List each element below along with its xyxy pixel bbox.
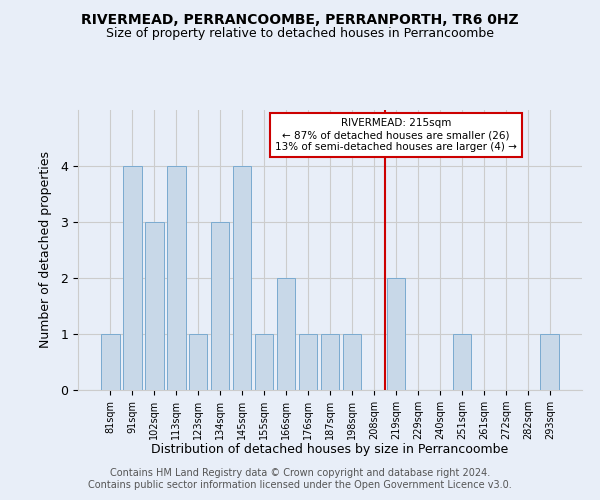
- Bar: [299, 334, 317, 390]
- Bar: [255, 334, 274, 390]
- Bar: [386, 278, 405, 390]
- Bar: [452, 334, 471, 390]
- Bar: [343, 334, 361, 390]
- Text: RIVERMEAD, PERRANCOOMBE, PERRANPORTH, TR6 0HZ: RIVERMEAD, PERRANCOOMBE, PERRANPORTH, TR…: [81, 12, 519, 26]
- Bar: [167, 166, 185, 390]
- Bar: [211, 222, 229, 390]
- Bar: [189, 334, 208, 390]
- Y-axis label: Number of detached properties: Number of detached properties: [39, 152, 52, 348]
- Bar: [233, 166, 251, 390]
- Text: Contains HM Land Registry data © Crown copyright and database right 2024.
Contai: Contains HM Land Registry data © Crown c…: [88, 468, 512, 490]
- Bar: [145, 222, 164, 390]
- Text: Size of property relative to detached houses in Perrancoombe: Size of property relative to detached ho…: [106, 28, 494, 40]
- Bar: [277, 278, 295, 390]
- Bar: [123, 166, 142, 390]
- Text: RIVERMEAD: 215sqm
← 87% of detached houses are smaller (26)
13% of semi-detached: RIVERMEAD: 215sqm ← 87% of detached hous…: [275, 118, 517, 152]
- Bar: [541, 334, 559, 390]
- Bar: [320, 334, 340, 390]
- Bar: [101, 334, 119, 390]
- Text: Distribution of detached houses by size in Perrancoombe: Distribution of detached houses by size …: [151, 442, 509, 456]
